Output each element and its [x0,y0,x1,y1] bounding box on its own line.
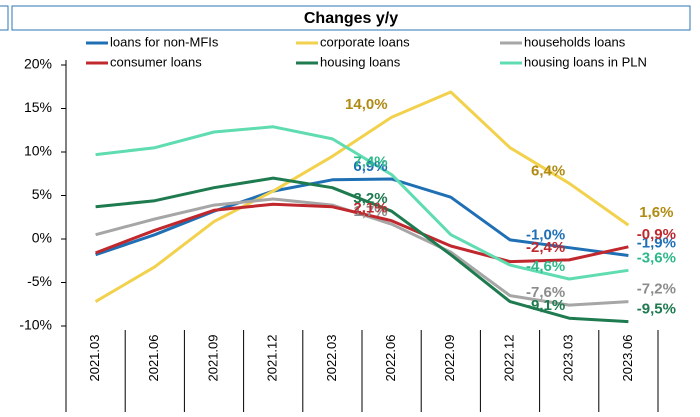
side-box [0,5,9,31]
data-label: -7,2% [637,281,676,298]
chart-title: Changes y/y [304,10,398,27]
x-tick-label: 2022.09 [442,335,457,382]
data-label: -1,9% [637,234,676,251]
series-line [95,177,629,257]
data-label: 14,0% [345,96,388,113]
legend-label: loans for non-MFIs [110,34,219,49]
data-label: -2,4% [526,239,565,256]
x-tick-label: 2023.06 [620,335,635,382]
series-line [95,176,629,324]
series-line [95,202,629,264]
series-line [95,125,629,281]
data-label: -9,5% [637,301,676,318]
data-label: 3,2% [353,190,387,207]
x-tick-label: 2022.03 [324,335,339,382]
y-tick-label: -5% [27,273,52,289]
data-label: -3,6% [637,249,676,266]
y-tick-label: 10% [24,143,52,159]
x-tick-label: 2021.06 [146,335,161,382]
x-tick-label: 2021.12 [265,335,280,382]
data-label: -4,6% [526,258,565,275]
data-label: -7,6% [526,284,565,301]
legend-label: consumer loans [110,54,202,69]
x-tick-label: 2023.03 [561,335,576,382]
legend-label: corporate loans [320,34,410,49]
data-label: 6,9% [353,158,387,175]
title-box [11,5,691,31]
x-tick-label: 2021.03 [87,335,102,382]
legend-label: households loans [524,34,626,49]
legend-label: housing loans [320,54,401,69]
y-tick-label: 5% [32,186,52,202]
data-label: 1,6% [639,204,673,221]
series-line [94,90,630,303]
y-tick-label: -10% [19,317,52,333]
x-tick-label: 2022.06 [383,335,398,382]
x-tick-label: 2022.12 [501,335,516,382]
y-tick-label: 15% [24,99,52,115]
y-tick-label: 20% [24,56,52,72]
data-label: 2,1% [353,200,387,217]
data-label: -0,9% [637,226,676,243]
data-label: -1,0% [526,227,565,244]
x-tick-label: 2021.09 [205,335,220,382]
legend-label: housing loans in PLN [524,54,647,69]
data-label: 1,7% [353,203,387,220]
data-label: -9,1% [526,297,565,314]
data-label: 7,4% [353,154,387,171]
y-tick-label: 0% [32,230,52,246]
data-label: 6,4% [531,162,565,179]
